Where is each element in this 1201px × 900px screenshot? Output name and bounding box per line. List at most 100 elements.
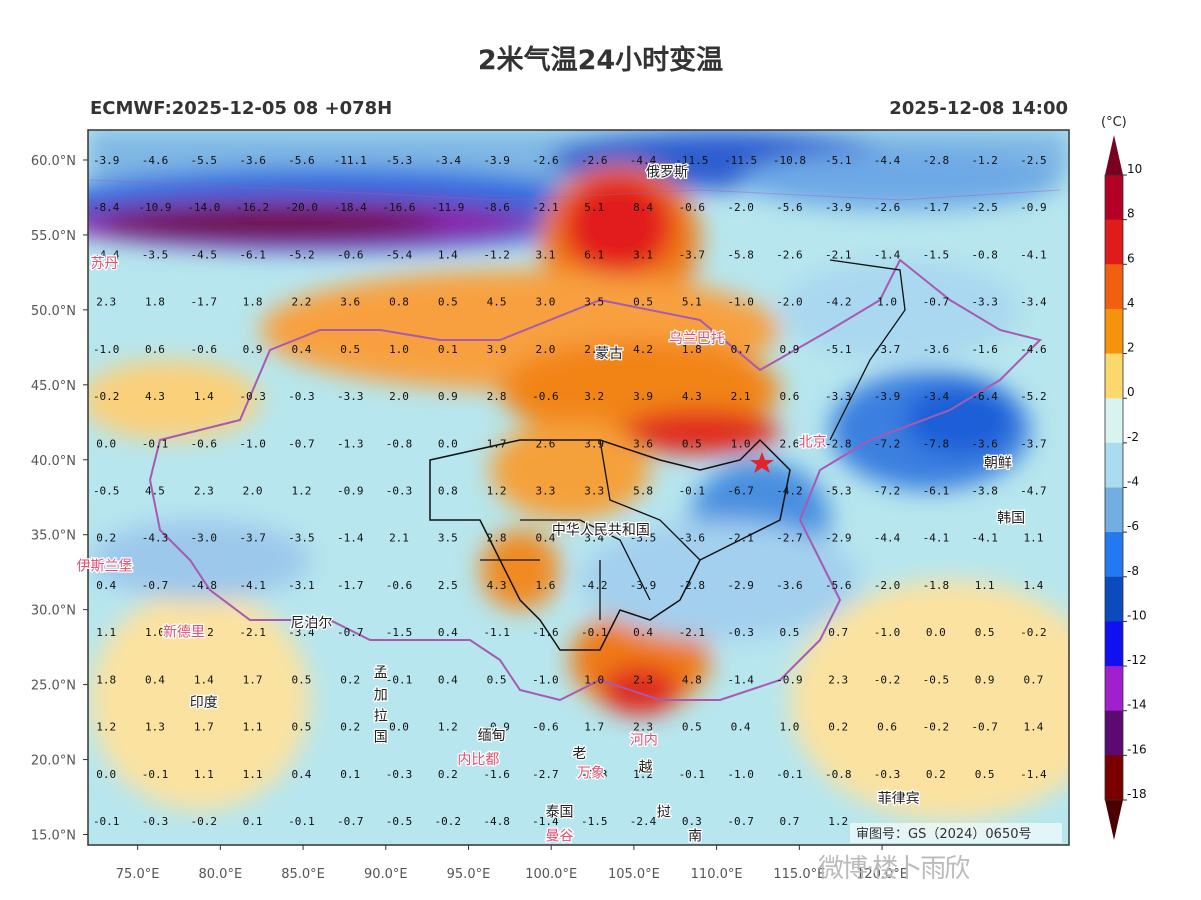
grid-value: -3.5	[288, 532, 315, 545]
grid-value: 3.5	[438, 532, 458, 545]
grid-value: -1.6	[532, 626, 559, 639]
grid-value: 1.2	[96, 721, 116, 734]
grid-value: 1.8	[145, 296, 165, 309]
grid-value: -0.3	[142, 815, 169, 828]
grid-value: 0.5	[975, 768, 995, 781]
grid-value: -3.7	[874, 343, 901, 356]
grid-value: -6.4	[971, 390, 998, 403]
place-label: 新德里	[163, 625, 205, 641]
grid-value: -1.0	[874, 626, 901, 639]
grid-value: -3.7	[239, 532, 266, 545]
grid-value: 1.1	[194, 768, 214, 781]
grid-value: -4.1	[239, 579, 266, 592]
grid-value: -4.1	[971, 532, 998, 545]
colorbar-segment	[1105, 666, 1123, 712]
grid-value: 0.0	[438, 437, 458, 450]
y-tick-label: 20.0°N	[31, 754, 76, 769]
grid-value: 3.9	[633, 390, 653, 403]
grid-value: -3.0	[191, 532, 218, 545]
place-label: 国	[374, 730, 388, 746]
grid-value: -3.7	[679, 248, 706, 261]
model-run-label: ECMWF:2025-12-05 08 +078H	[90, 98, 393, 119]
colorbar-label: 2	[1127, 341, 1135, 355]
grid-value: -3.4	[1020, 296, 1047, 309]
grid-value: 0.2	[340, 721, 360, 734]
place-label: 河内	[630, 733, 658, 749]
grid-value: 2.6	[535, 437, 555, 450]
grid-value: 1.2	[291, 484, 311, 497]
x-tick-label: 115.0°E	[773, 867, 825, 882]
grid-value: -5.6	[288, 154, 315, 167]
y-tick-label: 40.0°N	[31, 454, 76, 469]
grid-value: -0.3	[874, 768, 901, 781]
grid-value: 2.3	[194, 484, 214, 497]
place-label: 印度	[190, 695, 218, 711]
place-label: 越	[638, 760, 652, 776]
grid-value: -3.7	[1020, 437, 1047, 450]
colorbar-label: -12	[1127, 653, 1147, 667]
grid-value: 1.7	[487, 437, 507, 450]
grid-value: 0.5	[975, 626, 995, 639]
colorbar-segment	[1105, 710, 1123, 756]
grid-value: -16.2	[236, 201, 269, 214]
grid-value: 4.3	[487, 579, 507, 592]
grid-value: 3.2	[584, 390, 604, 403]
grid-value: 1.0	[731, 437, 751, 450]
grid-value: -1.3	[337, 437, 364, 450]
colorbar-segment	[1105, 353, 1123, 399]
grid-value: -4.4	[874, 154, 901, 167]
colorbar-label: -8	[1127, 564, 1139, 578]
grid-value: 1.6	[535, 579, 555, 592]
grid-value: 0.6	[877, 721, 897, 734]
y-tick-label: 45.0°N	[31, 379, 76, 394]
grid-value: -0.5	[923, 673, 950, 686]
grid-value: 1.7	[194, 721, 214, 734]
grid-value: 0.2	[828, 721, 848, 734]
colorbar-label: 0	[1127, 385, 1135, 399]
grid-value: -0.8	[971, 248, 998, 261]
grid-value: 0.4	[96, 579, 116, 592]
grid-value: 1.8	[96, 673, 116, 686]
grid-value: 1.2	[633, 768, 653, 781]
grid-value: -4.8	[483, 815, 510, 828]
grid-value: -1.0	[239, 437, 266, 450]
grid-value: 2.6	[779, 437, 799, 450]
grid-value: -0.1	[142, 768, 169, 781]
grid-value: -0.7	[142, 579, 169, 592]
colorbar-label: 4	[1127, 296, 1135, 310]
x-tick-label: 85.0°E	[281, 867, 325, 882]
grid-value: 2.5	[438, 579, 458, 592]
grid-value: -3.3	[971, 296, 998, 309]
place-label: 乌兰巴托	[669, 331, 725, 347]
grid-value: 1.1	[96, 626, 116, 639]
grid-value: -0.7	[288, 437, 315, 450]
grid-value: 2.1	[389, 532, 409, 545]
grid-value: 0.5	[291, 673, 311, 686]
grid-value: -0.7	[727, 815, 754, 828]
grid-value: -4.5	[191, 248, 218, 261]
place-label: 缅甸	[478, 728, 506, 744]
grid-value: -2.4	[630, 815, 657, 828]
grid-value: -7.2	[874, 484, 901, 497]
grid-value: -0.3	[386, 484, 413, 497]
x-tick-label: 120.0°E	[856, 867, 908, 882]
place-label: 万象	[577, 766, 605, 782]
grid-value: 0.4	[535, 532, 555, 545]
grid-value: 0.6	[145, 343, 165, 356]
grid-value: -1.4	[337, 532, 364, 545]
grid-value: -3.5	[142, 248, 169, 261]
grid-value: -8.4	[93, 201, 120, 214]
grid-value: 0.1	[340, 768, 360, 781]
x-tick-label: 110.0°E	[691, 867, 743, 882]
grid-value: 1.0	[389, 343, 409, 356]
place-label: 伊斯兰堡	[77, 559, 133, 575]
grid-value: -3.3	[825, 390, 852, 403]
grid-value: 1.0	[584, 673, 604, 686]
grid-value: 0.5	[779, 626, 799, 639]
colorbar-label: -14	[1127, 698, 1147, 712]
grid-value: -1.5	[923, 248, 950, 261]
grid-value: -0.1	[142, 437, 169, 450]
grid-value: -2.1	[532, 201, 559, 214]
grid-value: -3.4	[288, 626, 315, 639]
